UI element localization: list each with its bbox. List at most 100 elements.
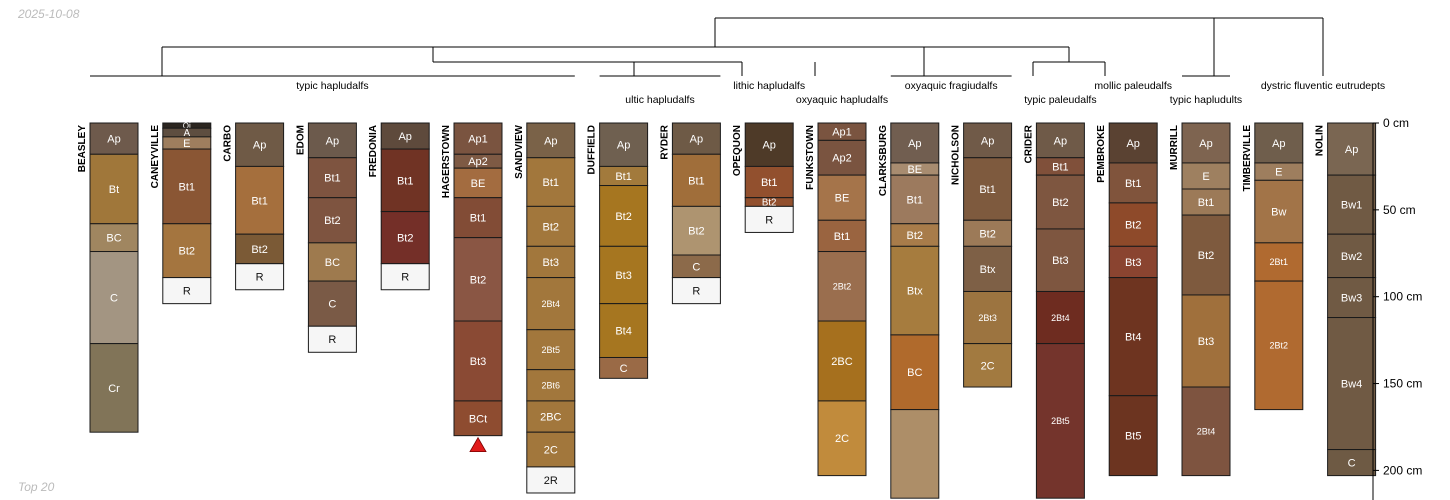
horizon-murrill-bt3 (1181, 294, 1231, 388)
horizon-pembroke-bt5 (1108, 395, 1158, 477)
horizon-sandview-2c (526, 431, 576, 468)
horizon-label: Ap1 (832, 127, 852, 139)
horizon-label: Ap (1054, 135, 1067, 147)
horizon-funkstown-bt1 (817, 219, 867, 253)
horizon-duffield-ap (599, 122, 649, 167)
horizon-label: Bt4 (1125, 332, 1142, 344)
horizon-label: 2Bt1 (1270, 257, 1289, 267)
horizon-label: Ap (544, 135, 557, 147)
horizon-label: Ap1 (468, 134, 488, 146)
horizon-sandview-bt3 (526, 245, 576, 279)
horizon-label: R (765, 214, 773, 226)
horizon-label: Bt2 (543, 221, 560, 233)
horizon-label: Bt2 (1052, 197, 1069, 209)
profile-murrill: Ap E Bt1 Bt2 Bt3 2Bt4 MURRILL (1169, 122, 1231, 477)
horizon-murrill-bt1 (1181, 188, 1231, 216)
horizon-label: Bt1 (834, 231, 851, 243)
horizon-label: Bt2 (762, 198, 777, 209)
horizon-sandview-2r (526, 466, 576, 494)
horizon-label: Bt2 (179, 246, 196, 258)
horizon-label: 2Bt4 (542, 299, 561, 309)
horizon-label: R (401, 272, 409, 284)
horizon-label: 2Bt3 (978, 313, 997, 323)
horizon-label: Bt2 (470, 274, 487, 286)
horizon-label: C (620, 363, 628, 375)
horizon-hagerstown-be (453, 167, 503, 199)
horizon-label: Ap (617, 140, 630, 152)
axis-tick-label: 200 cm (1383, 463, 1422, 477)
horizon-label: Bt1 (688, 175, 705, 187)
horizon-pembroke-ap (1108, 122, 1158, 164)
profile-timberville: Ap E Bw 2Bt1 2Bt2 TIMBERVILLE (1242, 122, 1304, 411)
profile-edom: Ap Bt1 Bt2 BC C R EDOM (295, 122, 357, 353)
horizon-label: Bt2 (324, 215, 341, 227)
horizon-label: 2Bt4 (1051, 313, 1070, 323)
horizon-label: Bt2 (1198, 250, 1215, 262)
horizon-pembroke-bt2 (1108, 202, 1158, 247)
horizon-nicholson-2bt3 (963, 290, 1013, 345)
axis-tick-label: 50 cm (1383, 203, 1416, 217)
horizon-label: Bt (109, 184, 119, 196)
horizon-beasley-bt (89, 153, 139, 225)
horizon-ryder-r (671, 277, 721, 305)
horizon-label: R (183, 286, 191, 298)
horizon-label: Bt1 (979, 184, 996, 196)
horizon-label: Bt1 (615, 171, 632, 183)
horizon-duffield-bt2 (599, 185, 649, 247)
horizon-label: Bt1 (1052, 161, 1069, 173)
horizon-clarksburg-ap (890, 122, 940, 164)
horizon-crider-2bt4 (1035, 290, 1085, 345)
horizon-label: Bt1 (1198, 197, 1215, 209)
profile-fredonia: Ap Bt1 Bt2 R FREDONIA (368, 122, 430, 291)
horizon-fredonia-bt1 (380, 148, 430, 213)
horizon-sandview-bt1 (526, 157, 576, 207)
profile-opequon: Ap Bt1 Bt2 R OPEQUON (732, 122, 794, 233)
horizon-nolin-bw1 (1327, 174, 1377, 235)
horizon-label: BC (325, 257, 340, 269)
horizon-sandview-2bc (526, 400, 576, 433)
profile-name: SANDVIEW (514, 124, 525, 178)
horizon-pembroke-bt4 (1108, 277, 1158, 397)
horizon-murrill-bt2 (1181, 214, 1231, 296)
horizon-label: Bt3 (543, 257, 560, 269)
horizon-label: Ap (1272, 138, 1285, 150)
horizon-label: Oi (183, 121, 191, 130)
horizon-nolin-c (1327, 449, 1377, 477)
horizon-carbo-bt1 (235, 165, 285, 235)
horizon-label: 2BC (540, 412, 561, 424)
horizon-label: Bt5 (1125, 431, 1142, 443)
horizon-label: R (256, 272, 264, 284)
horizon-label: A (184, 128, 191, 139)
horizon-sandview-bt2 (526, 205, 576, 247)
horizon-label: Bt3 (1198, 336, 1215, 348)
horizon-beasley-cr (89, 343, 139, 433)
horizon-caneyville-r (162, 277, 212, 305)
horizon-label: Bw (1271, 207, 1286, 219)
horizon-label: 2R (544, 475, 558, 487)
horizon-funkstown-2bc (817, 320, 867, 402)
profile-name: TIMBERVILLE (1242, 125, 1253, 192)
horizon-label: Bt2 (397, 233, 414, 245)
horizon-label: Bt3 (1125, 257, 1142, 269)
profile-crider: Ap Bt1 Bt2 Bt3 2Bt4 2Bt5 CRIDER (1023, 122, 1085, 499)
horizon-label: Bt1 (324, 173, 341, 185)
horizon-label: 2Bt5 (542, 345, 561, 355)
horizon-beasley-c (89, 251, 139, 345)
horizon-nicholson-ap (963, 122, 1013, 159)
horizon-edom-r (307, 325, 357, 353)
horizon-clarksburg-bt1 (890, 174, 940, 225)
horizon-label: BCt (469, 413, 487, 425)
horizon-nicholson-2c (963, 343, 1013, 388)
horizon-label: Bt1 (251, 195, 268, 207)
horizon-label: 2Bt2 (833, 282, 852, 292)
taxa-labels: typic hapludalfs ultic hapludalfs lithic h… (90, 75, 1385, 106)
horizon-label: Btx (907, 286, 923, 298)
horizon-label: C (692, 261, 700, 273)
horizon-nolin-bw3 (1327, 277, 1377, 319)
profile-nicholson: Ap Bt1 Bt2 Btx 2Bt3 2C NICHOLSON (951, 122, 1013, 388)
profile-carbo: Ap Bt1 Bt2 R CARBO (223, 122, 285, 291)
horizon-label: 2Bt2 (1270, 341, 1289, 351)
horizon-label: R (692, 286, 700, 298)
taxon-label: oxyaquic hapludalfs (796, 94, 888, 106)
horizon-label: Bt2 (251, 244, 268, 256)
